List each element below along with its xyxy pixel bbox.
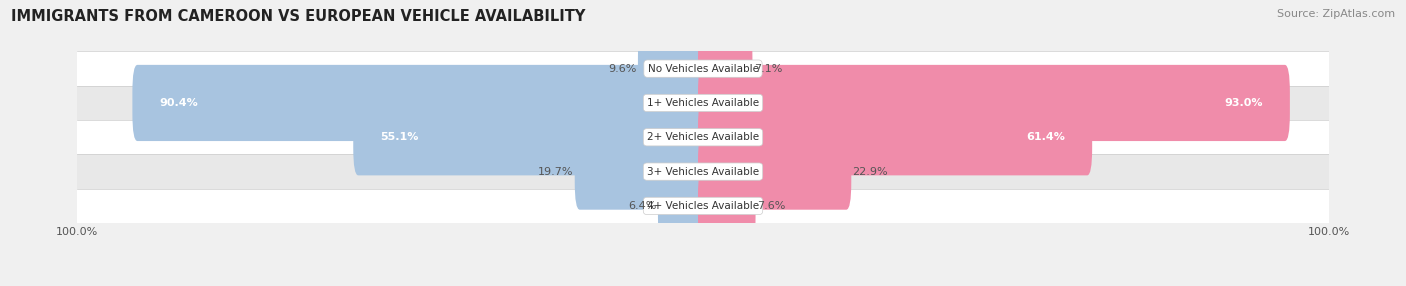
Text: 9.6%: 9.6% [609, 64, 637, 74]
FancyBboxPatch shape [697, 99, 1092, 175]
Text: 4+ Vehicles Available: 4+ Vehicles Available [647, 201, 759, 211]
FancyBboxPatch shape [697, 65, 1289, 141]
Bar [77, 120, 1329, 154]
FancyBboxPatch shape [353, 99, 709, 175]
Text: 6.4%: 6.4% [628, 201, 657, 211]
Bar [77, 86, 1329, 120]
FancyBboxPatch shape [697, 31, 752, 107]
Text: 1+ Vehicles Available: 1+ Vehicles Available [647, 98, 759, 108]
Text: 7.6%: 7.6% [756, 201, 785, 211]
Text: 55.1%: 55.1% [380, 132, 419, 142]
Text: 19.7%: 19.7% [538, 167, 574, 176]
Bar [77, 189, 1329, 223]
Bar [77, 154, 1329, 189]
Text: 7.1%: 7.1% [754, 64, 782, 74]
Text: IMMIGRANTS FROM CAMEROON VS EUROPEAN VEHICLE AVAILABILITY: IMMIGRANTS FROM CAMEROON VS EUROPEAN VEH… [11, 9, 586, 23]
Text: 2+ Vehicles Available: 2+ Vehicles Available [647, 132, 759, 142]
Text: 22.9%: 22.9% [852, 167, 889, 176]
FancyBboxPatch shape [575, 134, 709, 210]
Text: Source: ZipAtlas.com: Source: ZipAtlas.com [1277, 9, 1395, 19]
FancyBboxPatch shape [638, 31, 709, 107]
Text: No Vehicles Available: No Vehicles Available [648, 64, 758, 74]
FancyBboxPatch shape [697, 134, 851, 210]
Text: 93.0%: 93.0% [1225, 98, 1263, 108]
Text: 61.4%: 61.4% [1026, 132, 1066, 142]
FancyBboxPatch shape [132, 65, 709, 141]
FancyBboxPatch shape [697, 168, 755, 244]
FancyBboxPatch shape [658, 168, 709, 244]
Text: 90.4%: 90.4% [159, 98, 198, 108]
Bar [77, 51, 1329, 86]
Text: 3+ Vehicles Available: 3+ Vehicles Available [647, 167, 759, 176]
